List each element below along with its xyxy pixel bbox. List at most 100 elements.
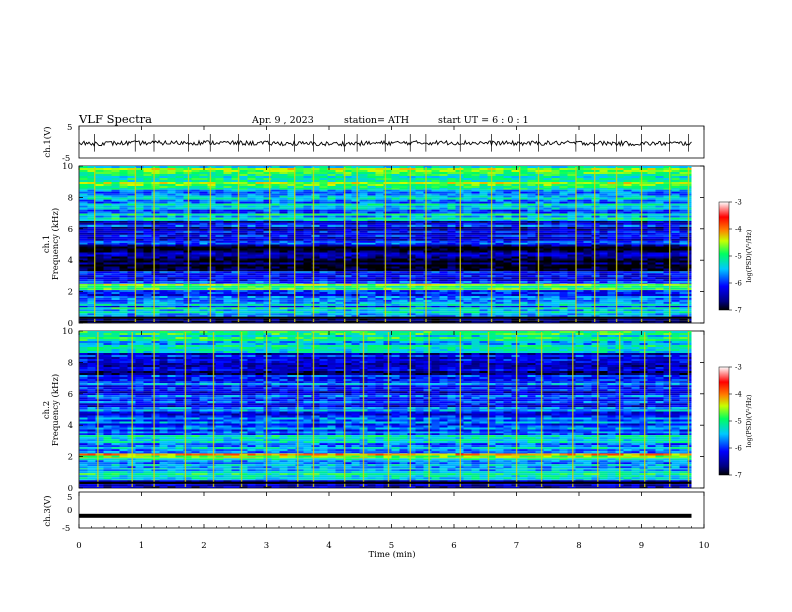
figure-title: VLF Spectra bbox=[78, 112, 152, 126]
time-tick-label: 4 bbox=[326, 541, 331, 551]
frequency-tick-label: 4 bbox=[68, 421, 73, 431]
time-tick-label: 1 bbox=[139, 541, 144, 551]
spectrogram-band bbox=[79, 458, 692, 470]
sferic-streak bbox=[615, 167, 618, 322]
spectrogram-band bbox=[79, 331, 692, 353]
ch3-waveform-line bbox=[79, 513, 692, 518]
spectrogram-band bbox=[79, 469, 692, 481]
sferic-streak bbox=[153, 167, 155, 322]
sferic-streak bbox=[515, 332, 518, 487]
colorbar-tick-label: -3 bbox=[735, 364, 742, 372]
time-tick-label: 3 bbox=[264, 541, 269, 551]
sferic-streak bbox=[644, 332, 646, 487]
sferic-streak bbox=[594, 167, 596, 322]
ch1-spectrogram-image bbox=[79, 166, 692, 323]
sferic-streak bbox=[669, 332, 671, 487]
sferic-streak bbox=[362, 332, 365, 487]
ch1-spectrogram-ylabel-channel: ch.1 bbox=[42, 235, 52, 253]
sferic-streak bbox=[384, 167, 387, 322]
sferic-streak bbox=[540, 332, 543, 487]
station-label: station= ATH bbox=[344, 115, 409, 126]
sferic-streak bbox=[344, 167, 346, 322]
sferic-streak bbox=[687, 167, 690, 322]
colorbar-tick-label: -4 bbox=[735, 391, 742, 399]
time-tick-label: 10 bbox=[699, 541, 710, 551]
frequency-tick-label: 10 bbox=[62, 327, 73, 337]
frequency-tick-label: 10 bbox=[62, 162, 73, 172]
ch3-waveform-ylabel: ch.3(V) bbox=[42, 495, 53, 526]
colorbar-tick-label: -4 bbox=[735, 226, 742, 234]
time-tick-label: 9 bbox=[639, 541, 644, 551]
sferic-streak bbox=[537, 167, 540, 322]
sferic-streak bbox=[459, 332, 461, 487]
frequency-tick-label: 2 bbox=[68, 288, 73, 298]
ch2-spectrogram-ylabel-channel: ch.2 bbox=[42, 401, 52, 419]
sferic-streak bbox=[572, 332, 574, 487]
ch1-spectrogram-ylabel-frequency: Frequency (kHz) bbox=[50, 208, 61, 280]
ch1-waveform-panel: 5 -5 ch.1(V) bbox=[42, 123, 705, 164]
sferic-streak bbox=[409, 167, 411, 322]
sferic-streak bbox=[94, 167, 96, 322]
colorbar-tick-label: -5 bbox=[735, 253, 742, 261]
frequency-tick-label: 6 bbox=[68, 225, 73, 235]
sferic-streak bbox=[265, 332, 268, 487]
colorbar-tick-label: -7 bbox=[735, 472, 742, 480]
ch1-waveform-trace bbox=[78, 134, 692, 152]
spectrogram-band bbox=[79, 453, 692, 459]
sferic-streak bbox=[312, 167, 315, 322]
spectrogram-band bbox=[79, 189, 692, 221]
colorbar-tick-label: -6 bbox=[735, 445, 742, 453]
ch3-waveform-trace bbox=[79, 513, 692, 518]
sferic-streak bbox=[187, 167, 190, 322]
ch1-ytick-top: 5 bbox=[67, 123, 72, 133]
sferic-streak bbox=[131, 332, 133, 487]
ch2-colorbar-label: log(PSD)(V²/Hz) bbox=[745, 394, 753, 447]
spectrogram-band bbox=[79, 271, 692, 284]
sferic-streak bbox=[294, 167, 296, 322]
sferic-streak bbox=[312, 332, 315, 487]
spectrogram-band bbox=[79, 480, 692, 488]
ch1-ytick-bottom: -5 bbox=[62, 154, 70, 164]
frequency-tick-label: 8 bbox=[68, 358, 73, 368]
sferic-streak bbox=[212, 332, 215, 487]
sferic-streak bbox=[209, 167, 212, 322]
spectrogram-band bbox=[79, 166, 692, 190]
ch3-ytick-top: 5 bbox=[67, 493, 72, 503]
ch2-colorbar bbox=[718, 366, 730, 476]
ch1-waveform-ylabel: ch.1(V) bbox=[42, 126, 53, 157]
sferic-streak bbox=[619, 332, 621, 487]
time-tick-label: 2 bbox=[201, 541, 206, 551]
sferic-streak bbox=[428, 332, 430, 487]
sferic-streak bbox=[687, 332, 690, 487]
date-label: Apr. 9 , 2023 bbox=[251, 115, 314, 126]
ch1-colorbar bbox=[718, 201, 730, 311]
colorbar-tick-label: -3 bbox=[735, 199, 742, 207]
sferic-streak bbox=[344, 332, 346, 487]
frequency-tick-label: 0 bbox=[68, 484, 73, 494]
spectrogram-band bbox=[79, 297, 692, 308]
colorbar-tick-label: -6 bbox=[735, 280, 742, 288]
spectrogram-band bbox=[79, 283, 692, 291]
sferic-streak bbox=[459, 167, 461, 322]
frequency-tick-label: 6 bbox=[68, 390, 73, 400]
sferic-streak bbox=[240, 332, 243, 487]
sferic-streak bbox=[487, 332, 490, 487]
start-ut-label: start UT = 6 : 0 : 1 bbox=[438, 115, 529, 126]
colorbar-tick-label: -5 bbox=[735, 418, 742, 426]
ch3-waveform-panel: 5 0 -5 ch.3(V) 0 1 2 3 4 5 6 7 8 9 10 Time (min) bbox=[42, 126, 709, 560]
frequency-tick-label: 4 bbox=[68, 256, 73, 266]
ch3-ytick-middle: 0 bbox=[67, 506, 72, 516]
time-tick-label: 6 bbox=[451, 541, 456, 551]
frequency-tick-label: 2 bbox=[68, 453, 73, 463]
sferic-streak bbox=[184, 332, 187, 487]
spectrogram-band bbox=[79, 220, 692, 245]
ch3-waveform-frame bbox=[78, 491, 705, 529]
sferic-streak bbox=[409, 332, 411, 487]
frequency-tick-label: 8 bbox=[68, 193, 73, 203]
ch3-ytick-bottom: -5 bbox=[62, 524, 70, 534]
sferic-streak bbox=[153, 332, 155, 487]
time-tick-label: 0 bbox=[76, 541, 81, 551]
sferic-streak bbox=[425, 167, 427, 322]
